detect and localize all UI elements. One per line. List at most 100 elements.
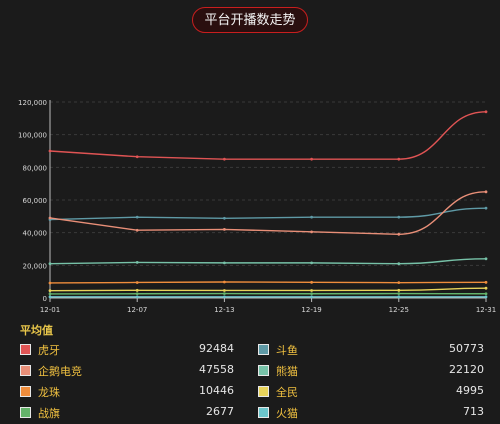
data-point bbox=[310, 295, 313, 299]
x-tick-label: 12-13 bbox=[214, 306, 234, 314]
legend-label: 企鹅电竞 bbox=[38, 365, 82, 378]
legend-item-huya[interactable]: 虎牙 92484 bbox=[20, 342, 234, 358]
legend-label: 战旗 bbox=[38, 407, 60, 420]
data-point bbox=[135, 281, 139, 284]
legend-swatch bbox=[20, 344, 31, 355]
legend-swatch bbox=[20, 386, 31, 397]
data-point bbox=[223, 295, 226, 299]
legend-swatch bbox=[258, 365, 269, 376]
legend-label: 斗鱼 bbox=[276, 344, 298, 357]
x-tick-label: 12-19 bbox=[301, 306, 321, 314]
data-point bbox=[484, 292, 488, 296]
data-point bbox=[310, 230, 313, 234]
legend-swatch bbox=[258, 407, 269, 418]
legend-item-douyu[interactable]: 斗鱼 50773 bbox=[258, 342, 484, 358]
data-point bbox=[48, 289, 52, 293]
data-point bbox=[135, 228, 139, 232]
data-point bbox=[223, 292, 226, 295]
data-point bbox=[48, 295, 52, 299]
data-point bbox=[135, 288, 139, 292]
legend-swatch bbox=[258, 386, 269, 397]
legend-swatch bbox=[20, 407, 31, 418]
legend-label: 全民 bbox=[276, 386, 298, 399]
data-point bbox=[484, 190, 488, 194]
data-point bbox=[397, 288, 401, 292]
data-point bbox=[397, 295, 401, 299]
data-point bbox=[397, 281, 401, 285]
data-point bbox=[135, 155, 139, 159]
legend-label: 熊猫 bbox=[276, 365, 298, 378]
legend-item-longzhu[interactable]: 龙珠 10446 bbox=[20, 384, 234, 400]
legend-item-panda[interactable]: 熊猫 22120 bbox=[258, 363, 484, 379]
data-point bbox=[223, 228, 226, 231]
data-point bbox=[484, 295, 488, 299]
series-line bbox=[49, 258, 487, 265]
legend-item-egame[interactable]: 企鹅电竞 47558 bbox=[20, 363, 234, 379]
x-tick-label: 12-01 bbox=[40, 306, 60, 314]
data-point bbox=[223, 216, 226, 220]
data-point bbox=[397, 157, 401, 161]
legend-value: 92484 bbox=[199, 342, 234, 355]
data-point bbox=[223, 289, 226, 292]
series-line bbox=[49, 287, 487, 292]
x-tick-label: 12-31 bbox=[476, 306, 496, 314]
data-point bbox=[135, 215, 139, 219]
legend-value: 713 bbox=[463, 405, 484, 418]
legend-value: 2677 bbox=[206, 405, 234, 418]
series-line bbox=[49, 281, 487, 284]
data-point bbox=[310, 280, 313, 284]
x-tick-label: 12-25 bbox=[389, 306, 409, 314]
data-point bbox=[310, 215, 313, 219]
line-chart: 0 20,000 40,000 60,000 80,000 100,000 120,000 1… bbox=[18, 99, 496, 314]
y-tick-label: 100,000 bbox=[18, 132, 47, 140]
data-point bbox=[223, 280, 226, 284]
data-point bbox=[484, 286, 488, 290]
legend-value: 4995 bbox=[456, 384, 484, 397]
y-tick-label: 120,000 bbox=[18, 99, 47, 107]
data-point bbox=[48, 281, 52, 285]
y-tick-label: 60,000 bbox=[23, 197, 48, 205]
data-point bbox=[48, 262, 52, 266]
data-point bbox=[135, 295, 139, 299]
legend-item-zhanqi[interactable]: 战旗 2677 bbox=[20, 405, 234, 421]
data-point bbox=[48, 292, 52, 296]
data-point bbox=[484, 110, 488, 114]
series-line bbox=[49, 191, 487, 236]
data-point bbox=[135, 292, 139, 296]
data-point bbox=[310, 157, 313, 161]
legend-label: 虎牙 bbox=[38, 344, 60, 357]
data-point bbox=[484, 257, 488, 261]
data-point bbox=[310, 292, 313, 296]
data-point bbox=[397, 292, 401, 295]
legend-value: 22120 bbox=[449, 363, 484, 376]
legend-item-quanmin[interactable]: 全民 4995 bbox=[258, 384, 484, 400]
data-point bbox=[397, 232, 401, 236]
y-tick-label: 40,000 bbox=[23, 230, 48, 238]
y-tick-label: 80,000 bbox=[23, 164, 48, 172]
legend-label: 火猫 bbox=[276, 407, 298, 420]
legend-swatch bbox=[20, 365, 31, 376]
data-point bbox=[48, 149, 52, 153]
data-point bbox=[310, 289, 313, 292]
legend-value: 47558 bbox=[199, 363, 234, 376]
data-point bbox=[223, 261, 226, 265]
data-point bbox=[484, 280, 488, 284]
data-point bbox=[310, 261, 313, 265]
legend-swatch bbox=[258, 344, 269, 355]
series-line bbox=[49, 111, 487, 160]
data-point bbox=[484, 206, 488, 210]
legend-label: 龙珠 bbox=[38, 386, 60, 399]
legend-item-huomao[interactable]: 火猫 713 bbox=[258, 405, 484, 421]
legend-value: 50773 bbox=[449, 342, 484, 355]
data-point bbox=[135, 260, 139, 264]
y-tick-label: 0 bbox=[43, 295, 47, 303]
series-line bbox=[49, 207, 487, 221]
legend-heading: 平均值 bbox=[20, 324, 53, 337]
data-point bbox=[397, 215, 401, 219]
x-tick-label: 12-07 bbox=[127, 306, 147, 314]
data-point bbox=[48, 216, 52, 220]
legend-value: 10446 bbox=[199, 384, 234, 397]
data-point bbox=[223, 157, 226, 161]
y-tick-label: 20,000 bbox=[23, 262, 48, 270]
chart-title: 平台开播数走势 bbox=[192, 7, 308, 33]
